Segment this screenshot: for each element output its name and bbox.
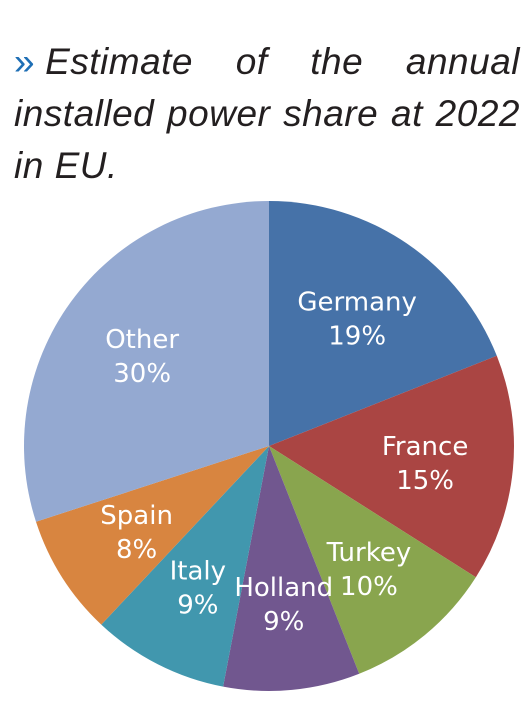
label-france-value: 15% xyxy=(396,466,454,496)
slice-spain xyxy=(35,446,270,625)
label-other: Other 30% xyxy=(105,325,179,389)
label-holland-value: 9% xyxy=(263,607,304,637)
slice-other xyxy=(23,201,269,522)
label-spain: Spain 8% xyxy=(100,501,173,565)
label-turkey: Turkey 10% xyxy=(326,538,412,602)
pie-labels: Germany 19%France 15%Turkey 10%Holland 9%Ita… xyxy=(100,287,468,637)
label-other-value: 30% xyxy=(113,359,171,389)
slice-france xyxy=(269,355,514,578)
label-france: France 15% xyxy=(382,432,468,496)
slice-turkey xyxy=(269,446,476,674)
slice-germany xyxy=(269,201,497,446)
label-italy-name: Italy xyxy=(170,557,226,587)
slice-italy xyxy=(101,446,270,687)
label-turkey-value: 10% xyxy=(340,572,398,602)
label-italy-value: 9% xyxy=(177,591,218,621)
label-germany: Germany 19% xyxy=(297,287,417,351)
title-text: Estimate of the annual installed power s… xyxy=(14,41,520,186)
label-spain-name: Spain xyxy=(100,501,173,531)
label-other-name: Other xyxy=(105,325,179,355)
pie-slices xyxy=(23,201,514,691)
label-italy: Italy 9% xyxy=(170,557,226,621)
chart-title: » Estimate of the annual installed power … xyxy=(14,36,520,192)
slice-holland xyxy=(223,446,360,691)
label-holland-name: Holland xyxy=(234,573,333,603)
label-france-name: France xyxy=(382,432,468,462)
title-marker: » xyxy=(14,41,36,82)
label-germany-name: Germany xyxy=(297,287,417,317)
label-germany-value: 19% xyxy=(328,321,386,351)
label-turkey-name: Turkey xyxy=(326,538,412,568)
label-holland: Holland 9% xyxy=(234,573,333,637)
label-spain-value: 8% xyxy=(116,535,157,565)
